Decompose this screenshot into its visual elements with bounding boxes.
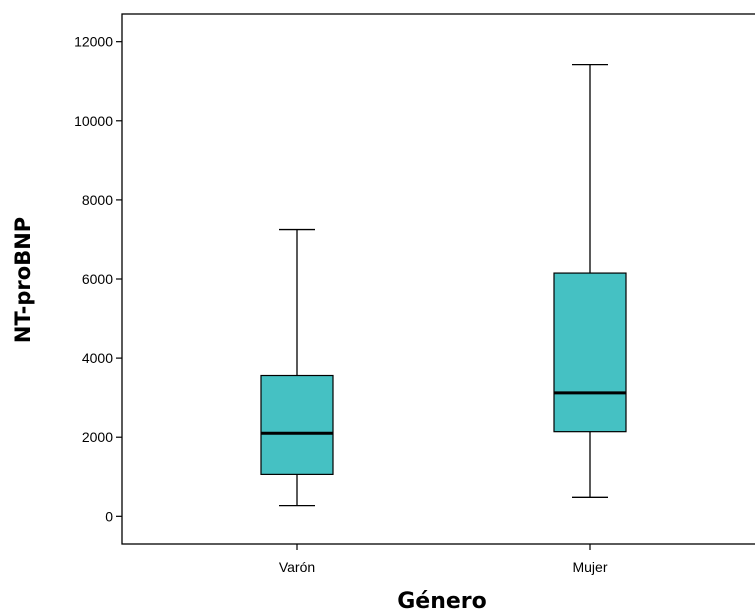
y-axis: 0 2000 4000 6000 8000 10000 12000 (74, 34, 122, 524)
y-tick-label-6: 12000 (74, 34, 113, 50)
y-tick-label-1: 2000 (82, 429, 113, 445)
iqr-box (553, 272, 627, 433)
iqr-box (260, 374, 334, 475)
x-axis-title: Género (397, 589, 487, 612)
y-tick-label-0: 0 (105, 508, 113, 524)
y-axis-title: NT-proBNP (11, 217, 35, 343)
y-tick-label-2: 4000 (82, 350, 113, 366)
x-tick-label-0: Varón (279, 559, 315, 575)
y-tick-label-4: 8000 (82, 192, 113, 208)
box-series (260, 63, 627, 507)
x-axis: Varón Mujer (279, 544, 608, 575)
x-tick-label-1: Mujer (572, 559, 607, 575)
y-tick-label-5: 10000 (74, 113, 113, 129)
y-tick-label-3: 6000 (82, 271, 113, 287)
box-1 (553, 63, 627, 498)
plot-frame (121, 13, 755, 545)
box-0 (260, 228, 334, 507)
